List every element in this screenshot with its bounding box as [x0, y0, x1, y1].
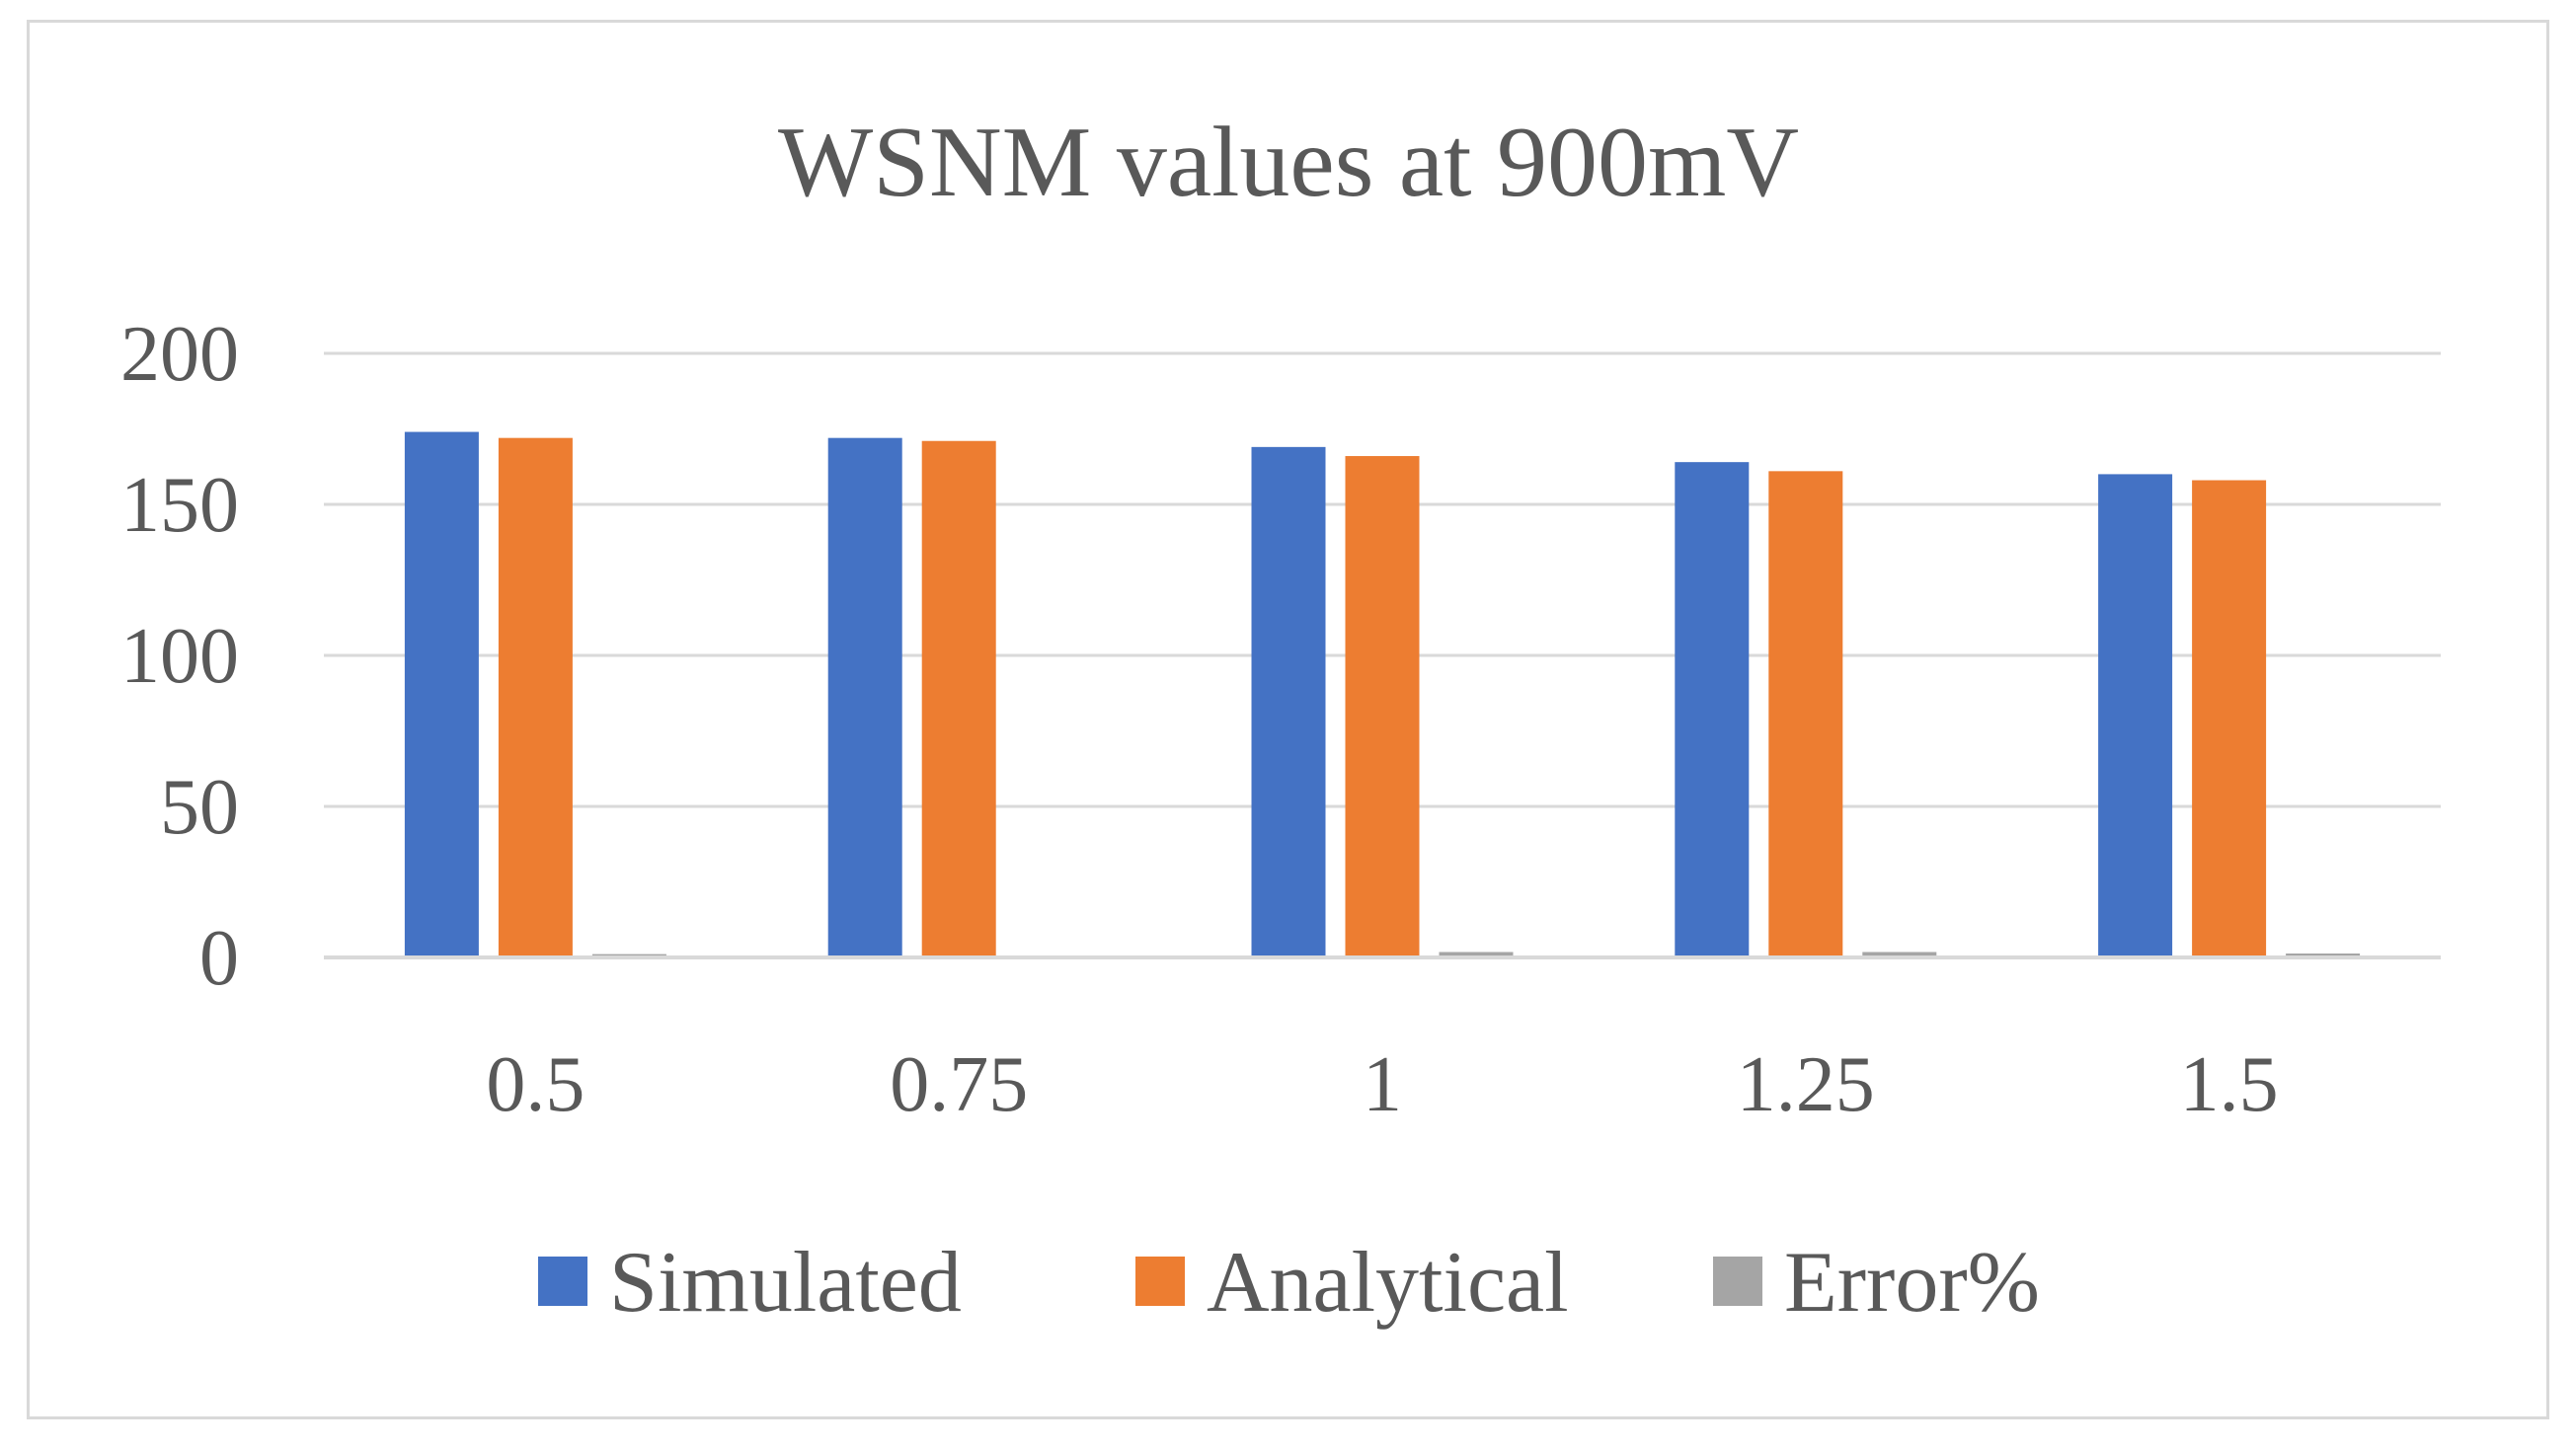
bar-simulated-1 — [1251, 446, 1326, 957]
legend-label-error-: Error% — [1784, 1235, 2040, 1331]
bar-analytical-1 — [1345, 456, 1420, 957]
chart-title: WSNM values at 900mV — [778, 107, 1799, 218]
bar-simulated-1.5 — [2098, 474, 2173, 957]
y-tick-label-200: 200 — [120, 311, 239, 398]
bar-analytical-1.25 — [1768, 471, 1843, 957]
bars — [404, 431, 2361, 957]
y-tick-label-0: 0 — [199, 915, 239, 1002]
legend-label-analytical: Analytical — [1207, 1235, 1569, 1331]
y-tick-label-150: 150 — [120, 462, 239, 549]
x-axis-tick-labels: 0.5 0.75 1 1.25 1.5 — [486, 1041, 2278, 1128]
x-tick-label-1.5: 1.5 — [2180, 1041, 2279, 1128]
bar-simulated-0.5 — [404, 431, 479, 957]
bar-error--1 — [1439, 952, 1514, 957]
bar-analytical-0.75 — [921, 440, 996, 957]
y-tick-label-100: 100 — [120, 613, 239, 700]
bar-analytical-1.5 — [2192, 480, 2267, 957]
bar-analytical-0.5 — [498, 437, 573, 957]
x-tick-label-1.25: 1.25 — [1737, 1041, 1875, 1128]
x-tick-label-0.75: 0.75 — [890, 1041, 1028, 1128]
y-tick-label-50: 50 — [160, 764, 239, 851]
bar-simulated-1.25 — [1675, 462, 1750, 957]
x-tick-label-0.5: 0.5 — [486, 1041, 585, 1128]
x-tick-label-1: 1 — [1363, 1041, 1402, 1128]
legend-swatch-analytical — [1135, 1257, 1185, 1306]
y-axis-tick-labels: 0 50 100 150 200 — [120, 311, 239, 1002]
bar-simulated-0.75 — [827, 437, 902, 957]
legend-swatch-error- — [1713, 1257, 1762, 1306]
bar-error--1.25 — [1862, 952, 1937, 957]
legend-swatch-simulated — [538, 1257, 587, 1306]
legend-label-simulated: Simulated — [609, 1235, 962, 1331]
legend: Simulated Analytical Error% — [538, 1235, 2040, 1331]
